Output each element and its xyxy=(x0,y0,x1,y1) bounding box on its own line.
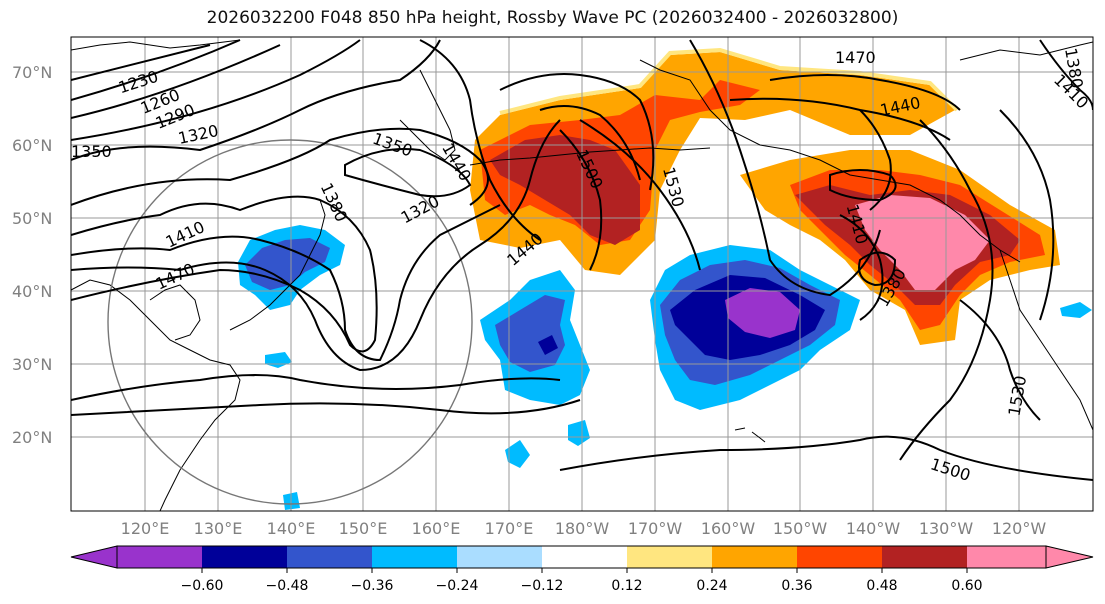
coastline-arctic xyxy=(71,39,1093,61)
colorbar-segment xyxy=(542,546,627,568)
colorbar-segment xyxy=(202,546,287,568)
colorbar-left-arrow xyxy=(70,545,118,569)
colorbar-frame xyxy=(116,545,1047,569)
colorbar-segment xyxy=(967,546,1046,568)
height-contours xyxy=(71,39,1093,481)
lon-label: 170°W xyxy=(628,519,683,538)
colorbar-tick-label: 0.36 xyxy=(781,578,812,594)
colorbar-ticks xyxy=(201,568,968,573)
colorbar-segment xyxy=(882,546,967,568)
colorbar-segment xyxy=(627,546,712,568)
colorbar-segment xyxy=(797,546,882,568)
contour-label: 1350 xyxy=(71,142,112,161)
coastline-korea xyxy=(149,284,201,341)
lat-label-20: 20°N xyxy=(12,428,52,447)
colorbar-segment xyxy=(287,546,372,568)
lon-label: 150°W xyxy=(773,519,828,538)
lon-label: 140°W xyxy=(846,519,901,538)
colorbar-tick-label: 0.48 xyxy=(866,578,897,594)
colorbar-tick-label: 0.24 xyxy=(696,578,727,594)
colorbar-segment xyxy=(712,546,797,568)
latitude-labels: 70°N 60°N 50°N 40°N 30°N 20°N xyxy=(12,63,52,447)
lat-label-30: 30°N xyxy=(12,355,52,374)
negative-anomaly-purple xyxy=(725,288,800,338)
contour-label: 1470 xyxy=(835,48,876,67)
lat-label-40: 40°N xyxy=(12,282,52,301)
lon-label: 160°W xyxy=(701,519,756,538)
longitude-labels: 120°E 130°E 140°E 150°E 160°E 170°E 180°… xyxy=(121,519,1047,538)
lon-label: 170°E xyxy=(485,519,534,538)
colorbar-segment xyxy=(117,546,202,568)
hawaii-islands xyxy=(734,427,766,443)
lon-label: 150°E xyxy=(339,519,388,538)
colorbar-tick-label: −0.12 xyxy=(521,578,564,594)
colorbar-segment xyxy=(457,546,542,568)
map-title: 2026032200 F048 850 hPa height, Rossby W… xyxy=(206,8,899,28)
coastlines xyxy=(71,39,1093,511)
lat-label-70: 70°N xyxy=(12,63,52,82)
map-frame xyxy=(70,36,1094,512)
lon-label: 180°W xyxy=(555,519,610,538)
lon-label: 120°W xyxy=(992,519,1047,538)
lon-label: 120°E xyxy=(121,519,170,538)
colorbar-tick-label: −0.48 xyxy=(266,578,309,594)
colorbar-tick-label: −0.36 xyxy=(351,578,394,594)
positive-anomaly-yellow-edge xyxy=(499,47,959,115)
positive-anomaly-pink xyxy=(855,195,990,290)
negative-anomaly-cyan-small xyxy=(505,440,530,468)
negative-anomaly-navy-central xyxy=(538,335,558,355)
colorbar-segment xyxy=(372,546,457,568)
coastline-alaska xyxy=(639,59,1021,263)
gridlines xyxy=(71,37,1093,511)
lon-label: 130°W xyxy=(919,519,974,538)
lat-label-50: 50°N xyxy=(12,209,52,228)
coastline-aleutians xyxy=(469,147,711,166)
colorbar: −0.60 −0.48 −0.36 −0.24 −0.12 0.12 0.24 … xyxy=(70,545,1094,594)
lon-label: 160°E xyxy=(412,519,461,538)
lat-label-60: 60°N xyxy=(12,136,52,155)
negative-anomaly-cyan-far-east xyxy=(1060,302,1092,318)
colorbar-tick-label: 0.60 xyxy=(951,578,982,594)
coastline-japan xyxy=(229,199,326,331)
lon-label: 130°E xyxy=(194,519,243,538)
coastline-north-america xyxy=(999,249,1093,431)
lon-label: 140°E xyxy=(267,519,316,538)
negative-anomaly-cyan-small2 xyxy=(568,420,590,446)
colorbar-right-arrow xyxy=(1045,545,1094,569)
colorbar-tick-label: 0.12 xyxy=(611,578,642,594)
coastline-east-asia xyxy=(71,279,241,511)
anomaly-shading xyxy=(238,47,1092,510)
coastline-kamchatka xyxy=(399,69,456,161)
colorbar-tick-label: −0.60 xyxy=(181,578,224,594)
reference-circle xyxy=(107,139,473,505)
colorbar-tick-label: −0.24 xyxy=(436,578,479,594)
